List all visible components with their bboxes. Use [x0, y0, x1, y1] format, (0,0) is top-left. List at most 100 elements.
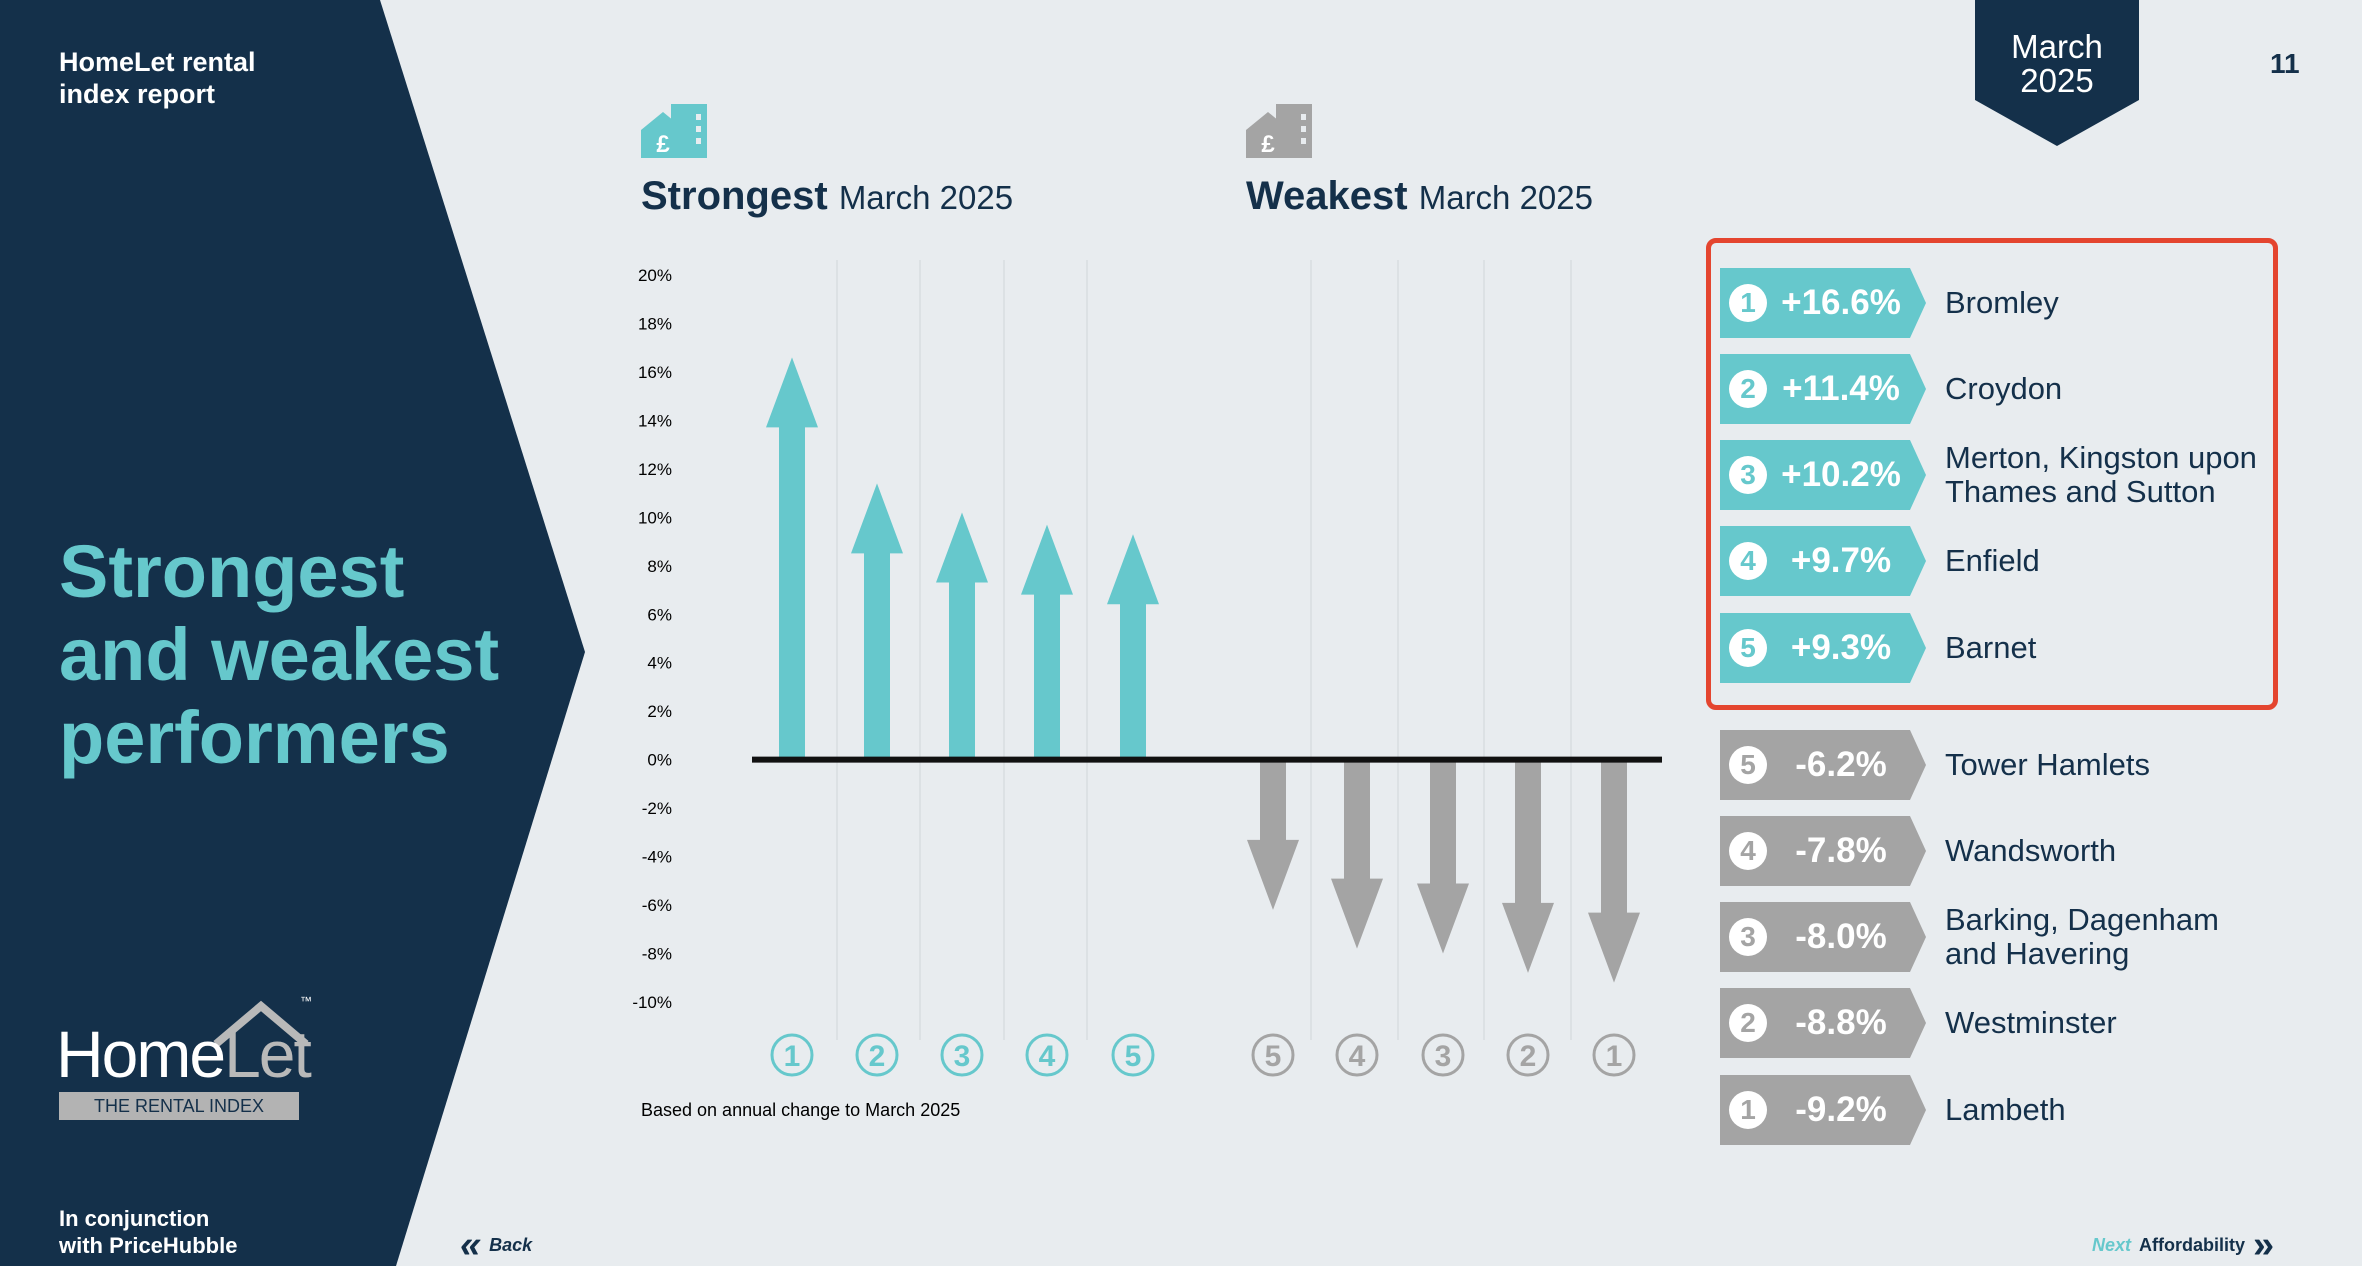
strongest-rank-circle-2 — [855, 1033, 899, 1077]
strongest-heading: Strongest March 2025 — [641, 174, 1013, 219]
weakest-arrow-2 — [1331, 759, 1383, 949]
strongest-ranking-row: 1 +16.6% Bromley — [1720, 268, 2280, 344]
ranking-tag-shape — [1720, 613, 1926, 683]
rank-area-name: Bromley — [1945, 285, 2059, 320]
rank-number: 2 — [1729, 370, 1767, 408]
strongest-arrow-5 — [1107, 534, 1159, 760]
y-tick-label: 16% — [638, 363, 672, 382]
rank-value: -9.2% — [1795, 1090, 1887, 1129]
rank-value: -6.2% — [1795, 745, 1887, 784]
strongest-ranking-row: 3 +10.2% Merton, Kingston upon Thames and … — [1720, 440, 2280, 516]
double-chevron-right-icon: » — [2253, 1224, 2275, 1266]
y-tick-label: 12% — [638, 460, 672, 479]
svg-text:£: £ — [656, 131, 670, 158]
strongest-rank-circle-4 — [1025, 1033, 1069, 1077]
rank-area-name: Enfield — [1945, 543, 2040, 578]
weakest-rank-label: 1 — [1606, 1040, 1623, 1073]
month-label: March 2025 — [1975, 30, 2139, 98]
month-badge: March 2025 — [1975, 0, 2139, 146]
ranking-tag-shape — [1720, 902, 1926, 972]
weakest-heading: Weakest March 2025 — [1246, 174, 1593, 219]
sidebar-background — [0, 0, 585, 1266]
rank-value: -7.8% — [1795, 831, 1887, 870]
y-tick-label: 2% — [647, 702, 672, 721]
homelet-logo: ™ HomeLet THE RENTAL INDEX — [56, 994, 316, 1124]
month-line2: 2025 — [2020, 62, 2094, 99]
rank-area-name: Tower Hamlets — [1945, 747, 2150, 782]
strongest-heading-label: Strongest — [641, 174, 828, 218]
strongest-arrow-4 — [1021, 524, 1073, 760]
strongest-rank-label: 4 — [1039, 1040, 1056, 1073]
sidebar: HomeLet rental index report Strongest an… — [0, 0, 590, 1266]
ranking-tag-shape — [1720, 268, 1926, 338]
weakest-ranking-row: 3 -8.0% Barking, Dagenham and Havering — [1720, 902, 2280, 978]
chart-footnote: Based on annual change to March 2025 — [641, 1100, 961, 1120]
weakest-heading-month: March 2025 — [1418, 179, 1593, 216]
ranking-tag-shape — [1720, 526, 1926, 596]
weakest-house-pound-icon: £ — [1246, 100, 1314, 158]
strongest-ranking-row: 2 +11.4% Croydon — [1720, 354, 2280, 430]
weakest-ranking-row: 1 -9.2% Lambeth — [1720, 1075, 2280, 1151]
report-title: HomeLet rental index report — [59, 47, 256, 109]
weakest-rank-circle-5 — [1251, 1033, 1295, 1077]
strongest-rank-label: 3 — [954, 1040, 971, 1073]
rank-value: +16.6% — [1781, 283, 1901, 322]
double-chevron-left-icon: « — [460, 1224, 482, 1266]
strongest-ranking-row: 4 +9.7% Enfield — [1720, 526, 2280, 602]
strongest-highlight-box — [1706, 238, 2278, 710]
weakest-arrow-1 — [1247, 759, 1299, 910]
back-label: Back — [489, 1234, 533, 1255]
rank-number: 2 — [1729, 1004, 1767, 1042]
rank-area-name: Lambeth — [1945, 1092, 2066, 1127]
strongest-rank-label: 5 — [1125, 1040, 1142, 1073]
back-link[interactable]: « Back — [460, 1226, 532, 1264]
weakest-rank-circle-4 — [1335, 1033, 1379, 1077]
month-line1: March — [2011, 28, 2103, 65]
weakest-rank-label: 4 — [1349, 1040, 1366, 1073]
page-number: 11 — [2270, 48, 2300, 79]
strongest-heading-month: March 2025 — [838, 179, 1014, 216]
weakest-arrow-4 — [1502, 759, 1554, 973]
strongest-rank-label: 1 — [784, 1040, 801, 1073]
weakest-ranking-row: 4 -7.8% Wandsworth — [1720, 816, 2280, 892]
y-tick-label: -10% — [632, 993, 672, 1012]
next-link[interactable]: Next Affordability » — [2092, 1226, 2274, 1264]
strongest-rank-label: 2 — [869, 1040, 886, 1073]
ranking-tag-shape — [1720, 354, 1926, 424]
y-tick-label: -4% — [642, 848, 672, 867]
ranking-tag-shape — [1720, 816, 1926, 886]
strongest-arrow-1 — [766, 357, 818, 760]
strongest-rank-circle-1 — [770, 1033, 814, 1077]
strongest-ranking-row: 5 +9.3% Barnet — [1720, 613, 2280, 689]
rank-area-name: Merton, Kingston upon Thames and Sutton — [1945, 440, 2257, 509]
strongest-rank-circle-3 — [940, 1033, 984, 1077]
weakest-arrow-5 — [1588, 759, 1640, 983]
y-tick-label: -6% — [642, 896, 672, 915]
logo-subtitle: THE RENTAL INDEX — [59, 1092, 299, 1120]
rank-area-name: Croydon — [1945, 371, 2063, 406]
rank-number: 4 — [1729, 542, 1767, 580]
next-label: Next — [2092, 1234, 2132, 1255]
weakest-rank-label: 2 — [1520, 1040, 1537, 1073]
rank-area-name: Barnet — [1945, 630, 2037, 665]
rank-number: 5 — [1729, 629, 1767, 667]
y-tick-label: -2% — [642, 799, 672, 818]
rank-value: +9.7% — [1790, 541, 1892, 580]
y-tick-label: 0% — [647, 751, 672, 770]
ranking-tag-shape — [1720, 730, 1926, 800]
y-tick-label: 14% — [638, 411, 672, 430]
y-tick-label: -8% — [642, 945, 672, 964]
logo-tm: ™ — [300, 994, 312, 1008]
rank-area-name: Westminster — [1945, 1005, 2117, 1040]
weakest-heading-label: Weakest — [1246, 174, 1408, 218]
rank-number: 3 — [1729, 918, 1767, 956]
y-tick-label: 20% — [638, 266, 672, 285]
weakest-ranking-row: 5 -6.2% Tower Hamlets — [1720, 730, 2280, 806]
rank-area-name: Barking, Dagenham and Havering — [1945, 902, 2219, 971]
section-title: Strongest and weakest performers — [59, 530, 500, 779]
y-tick-label: 10% — [638, 508, 672, 527]
rank-value: +11.4% — [1782, 369, 1900, 408]
ranking-tag-shape — [1720, 440, 1926, 510]
strongest-arrow-3 — [936, 512, 988, 760]
weakest-arrow-3 — [1417, 759, 1469, 954]
